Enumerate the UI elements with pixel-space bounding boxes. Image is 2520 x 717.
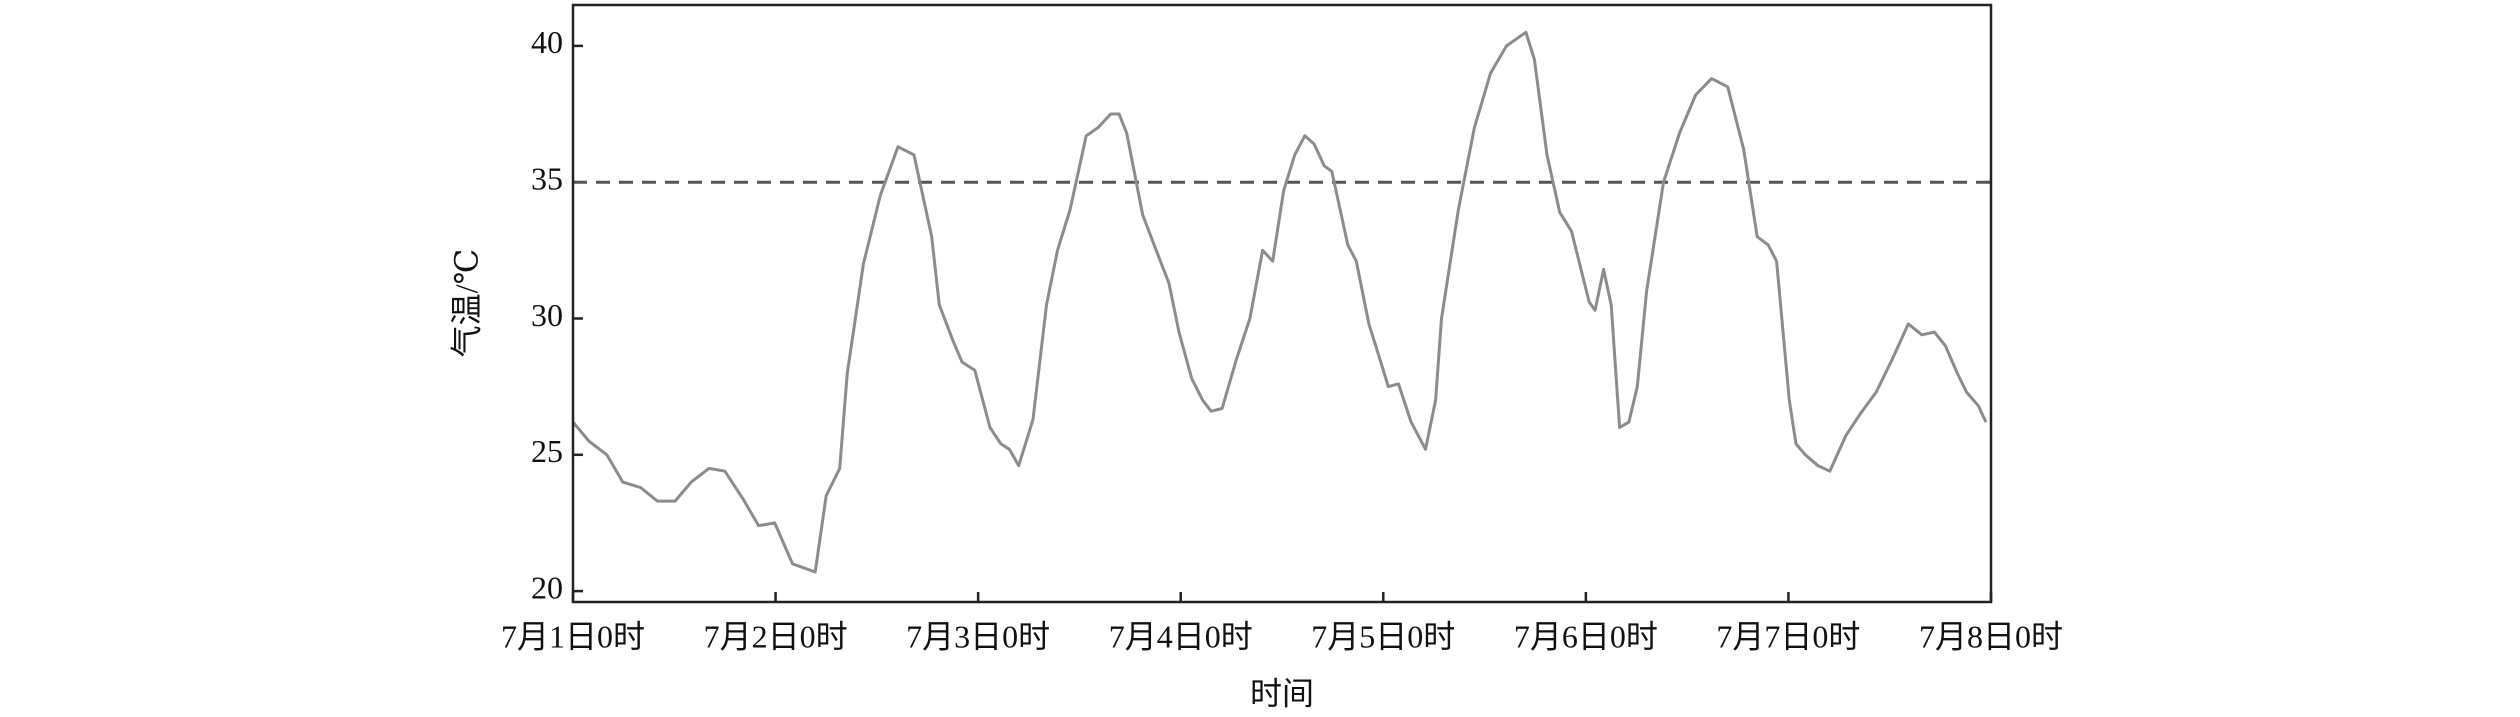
x-tick-label: 7月2日0时 bbox=[704, 618, 848, 654]
x-tick-label: 7月6日0时 bbox=[1514, 618, 1658, 654]
y-tick-label: 25 bbox=[531, 433, 563, 469]
plot-frame bbox=[571, 3, 1993, 604]
x-tick-label: 7月4日0时 bbox=[1109, 618, 1253, 654]
y-tick-label: 40 bbox=[531, 24, 563, 60]
x-axis-title: 时间 bbox=[1250, 675, 1314, 711]
x-tick-label: 7月5日0时 bbox=[1311, 618, 1455, 654]
x-tick-label: 7月7日0时 bbox=[1716, 618, 1860, 654]
x-tick-label: 7月1日0时 bbox=[501, 618, 645, 654]
y-axis-title: 气温/℃ bbox=[448, 249, 484, 358]
y-tick-label: 30 bbox=[531, 297, 563, 333]
temperature-line bbox=[571, 30, 1988, 574]
y-tick-label: 35 bbox=[531, 161, 563, 197]
y-tick-label: 20 bbox=[531, 569, 563, 605]
x-tick-label: 7月3日0时 bbox=[906, 618, 1050, 654]
x-tick-label: 7月8日0时 bbox=[1919, 618, 2063, 654]
